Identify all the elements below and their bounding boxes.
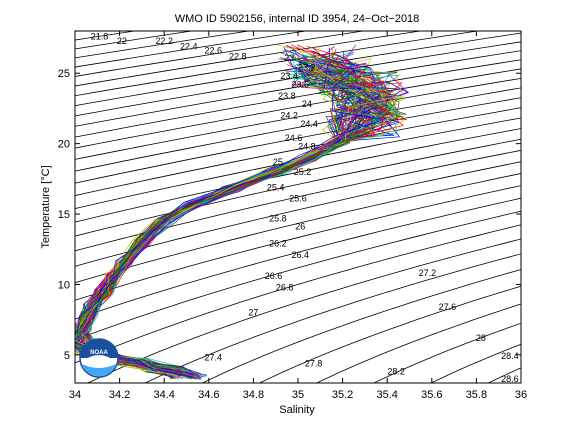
x-tick-label: 35 bbox=[292, 389, 304, 401]
density-contour-label: 27.2 bbox=[419, 268, 437, 278]
density-contour-label: 23.4 bbox=[280, 71, 298, 81]
noaa-logo-text: NOAA bbox=[90, 350, 108, 356]
x-tick-label: 34.8 bbox=[243, 389, 264, 401]
density-contour-label: 25.2 bbox=[294, 167, 312, 177]
density-contour-label: 24.6 bbox=[285, 133, 303, 143]
density-contour-label: 25.8 bbox=[269, 213, 287, 223]
profile-line bbox=[75, 60, 370, 378]
noaa-logo-sky bbox=[80, 339, 118, 358]
x-tick-label: 34.4 bbox=[153, 389, 174, 401]
density-contour-label: 22.6 bbox=[204, 46, 222, 56]
y-tick-label: 20 bbox=[58, 139, 70, 151]
density-contour-line bbox=[75, 31, 424, 87]
density-contour-line bbox=[75, 68, 521, 149]
density-contour-line bbox=[75, 149, 521, 252]
x-tick-label: 34 bbox=[69, 389, 81, 401]
density-contour-label: 22.4 bbox=[180, 41, 198, 51]
density-contour-label: 23.8 bbox=[278, 91, 296, 101]
y-axis: 5 10 15 20 25 bbox=[58, 68, 521, 362]
density-contour-label: 27.4 bbox=[204, 353, 222, 363]
density-contour-label: 24.2 bbox=[280, 110, 298, 120]
x-axis-label: Salinity bbox=[279, 404, 315, 416]
x-tick-label: 35.2 bbox=[332, 389, 353, 401]
profile-line bbox=[75, 50, 403, 377]
density-contour-line bbox=[75, 161, 521, 267]
density-contour-label: 26.2 bbox=[269, 239, 287, 249]
y-tick-label: 25 bbox=[58, 68, 70, 80]
density-contour-line bbox=[75, 32, 521, 107]
density-contour-line bbox=[75, 185, 521, 301]
density-contour-label: 21.8 bbox=[91, 32, 109, 42]
chart-title: WMO ID 5902156, internal ID 3954, 24−Oct… bbox=[175, 13, 420, 25]
profile-line bbox=[75, 57, 369, 375]
x-tick-label: 35.8 bbox=[466, 389, 487, 401]
noaa-logo: NOAA bbox=[79, 338, 119, 378]
density-contour-label: 27 bbox=[248, 308, 258, 318]
density-contour-label: 22.2 bbox=[155, 36, 173, 46]
density-contour-label: 27.6 bbox=[439, 302, 457, 312]
density-contour-label: 25 bbox=[273, 157, 283, 167]
density-contour-label: 23 bbox=[284, 53, 294, 63]
density-contour-label: 24 bbox=[302, 99, 312, 109]
density-contour-labels: 21.8 22 22.2 22.4 22.6 22.8 23 23.223.423.623.8… bbox=[91, 32, 519, 384]
noaa-logo-sea bbox=[82, 364, 116, 377]
density-contour-line bbox=[75, 173, 521, 284]
noaa-logo-bird bbox=[83, 355, 115, 366]
profile-line bbox=[75, 45, 398, 380]
density-contour-line bbox=[75, 41, 521, 117]
density-contour-line bbox=[201, 269, 521, 383]
density-contour-line bbox=[258, 285, 521, 383]
density-contour-line bbox=[315, 303, 521, 383]
x-tick-label: 34.2 bbox=[109, 389, 130, 401]
density-contour-label: 23.6 bbox=[291, 80, 309, 90]
density-contour-label: 22.8 bbox=[229, 51, 247, 61]
density-contour-line bbox=[75, 31, 481, 97]
y-tick-label: 15 bbox=[58, 209, 70, 221]
density-contour-label: 26.6 bbox=[265, 271, 283, 281]
density-contour-line bbox=[144, 253, 521, 383]
density-contour-line bbox=[87, 238, 521, 383]
density-contour-label: 26.8 bbox=[276, 282, 294, 292]
x-tick-label: 35.4 bbox=[376, 389, 397, 401]
density-contour-label: 27.8 bbox=[305, 358, 323, 368]
density-contour-label: 28.2 bbox=[387, 367, 405, 377]
x-tick-label: 36 bbox=[515, 389, 527, 401]
y-tick-label: 10 bbox=[58, 279, 70, 291]
density-contour-label: 24.8 bbox=[298, 141, 316, 151]
density-contour-line bbox=[75, 77, 521, 160]
density-contour-label: 22 bbox=[117, 36, 127, 46]
density-contour-label: 23.2 bbox=[298, 63, 316, 73]
density-contour-line bbox=[75, 224, 521, 364]
profile-line bbox=[75, 69, 400, 376]
density-contour-line bbox=[75, 197, 521, 320]
density-contour-label: 25.6 bbox=[289, 194, 307, 204]
density-contour-label: 26 bbox=[295, 222, 305, 232]
density-contour-line bbox=[372, 322, 521, 383]
density-contour-line bbox=[75, 117, 521, 209]
y-axis-label: Temperature [°C] bbox=[40, 165, 52, 248]
density-contour-label: 28.4 bbox=[501, 351, 519, 361]
x-axis: 34 34.2 34.4 34.6 34.8 35 35.2 35.4 35.6 35.8 36 bbox=[69, 31, 527, 401]
density-contour-label: 28 bbox=[476, 333, 486, 343]
density-contour-label: 28.6 bbox=[501, 374, 519, 384]
x-tick-label: 35.6 bbox=[421, 389, 442, 401]
density-contour-line bbox=[75, 128, 521, 223]
density-contour-label: 25.4 bbox=[267, 182, 285, 192]
density-contour-label: 26.4 bbox=[291, 250, 309, 260]
y-tick-label: 5 bbox=[64, 350, 70, 362]
density-contour-label: 24.4 bbox=[300, 119, 318, 129]
density-contour-line bbox=[75, 210, 521, 341]
x-tick-label: 34.6 bbox=[198, 389, 219, 401]
